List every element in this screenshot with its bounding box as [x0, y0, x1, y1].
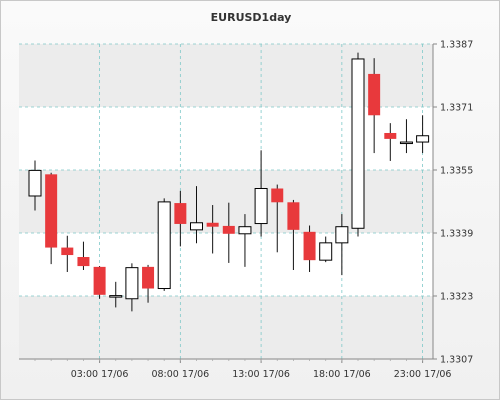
candle	[125, 263, 139, 312]
x-tick-label: 23:00 17/06	[394, 369, 452, 380]
candle	[368, 58, 381, 154]
candle-body-bull	[109, 295, 123, 298]
candle	[222, 202, 235, 263]
candle-body-bear	[206, 222, 219, 227]
axes	[19, 44, 434, 360]
candle-body-bull	[157, 201, 171, 290]
candle-body-bull	[351, 58, 365, 229]
candle	[28, 160, 42, 211]
candle	[287, 199, 300, 271]
candle-body-bull	[416, 135, 430, 143]
candle-body-bear	[384, 132, 397, 139]
candle-body-bull	[399, 141, 413, 145]
candle-body-bull	[125, 267, 139, 300]
band	[19, 107, 433, 170]
candle-body-bull	[254, 188, 268, 225]
y-tick-label: 1.3355	[440, 166, 473, 177]
candles	[28, 52, 430, 312]
candle-body-bear	[287, 202, 300, 230]
chart-title: EURUSD1day	[210, 11, 292, 24]
candle	[351, 52, 365, 237]
candle	[93, 266, 106, 299]
candle-body-bull	[238, 226, 252, 235]
candle-body-bear	[174, 203, 187, 224]
candle	[416, 115, 430, 154]
candle-body-bear	[142, 266, 155, 289]
candle	[335, 214, 349, 276]
candle-body-bull	[335, 226, 349, 244]
candle	[303, 225, 316, 272]
candle	[254, 150, 268, 237]
candle	[142, 264, 155, 303]
candle-body-bear	[61, 247, 74, 256]
candle	[319, 236, 333, 263]
candle-body-bear	[93, 266, 106, 295]
candle	[399, 119, 413, 154]
x-axis-ticks: 03:00 17/06 08:00 17/06 13:00 17/06 18:00 1…	[34, 359, 452, 380]
candle	[384, 123, 397, 161]
candle	[174, 190, 187, 247]
y-tick-label: 1.3323	[440, 292, 473, 303]
x-tick-label: 03:00 17/06	[71, 369, 129, 380]
y-tick-label: 1.3387	[440, 40, 473, 51]
y-axis-ticks: 1.3387 1.3371 1.3355 1.3339 1.3323 1.3307	[433, 40, 473, 366]
candle-body-bear	[303, 231, 316, 261]
candle-body-bear	[45, 174, 58, 248]
candle-body-bear	[77, 257, 90, 267]
y-tick-label: 1.3371	[440, 103, 473, 114]
candle-body-bear	[271, 188, 284, 203]
candle	[206, 205, 219, 254]
y-tick-label: 1.3307	[440, 355, 473, 366]
candle	[77, 241, 90, 271]
candle	[190, 186, 203, 244]
candle-body-bull	[319, 242, 333, 261]
x-tick-label: 13:00 17/06	[232, 369, 290, 380]
candle	[271, 184, 284, 253]
candle	[157, 198, 171, 291]
candle	[109, 281, 123, 308]
candle	[45, 172, 58, 265]
band	[19, 296, 433, 359]
candle-body-bull	[28, 169, 42, 197]
band	[19, 170, 433, 233]
candle	[61, 235, 74, 272]
x-tick-label: 08:00 17/06	[151, 369, 209, 380]
candle-body-bear	[222, 225, 235, 234]
candle-body-bear	[368, 73, 381, 116]
candle	[238, 214, 252, 267]
candle-body-bull	[190, 222, 203, 231]
x-tick-label: 18:00 17/06	[313, 369, 371, 380]
y-tick-label: 1.3339	[440, 229, 473, 240]
